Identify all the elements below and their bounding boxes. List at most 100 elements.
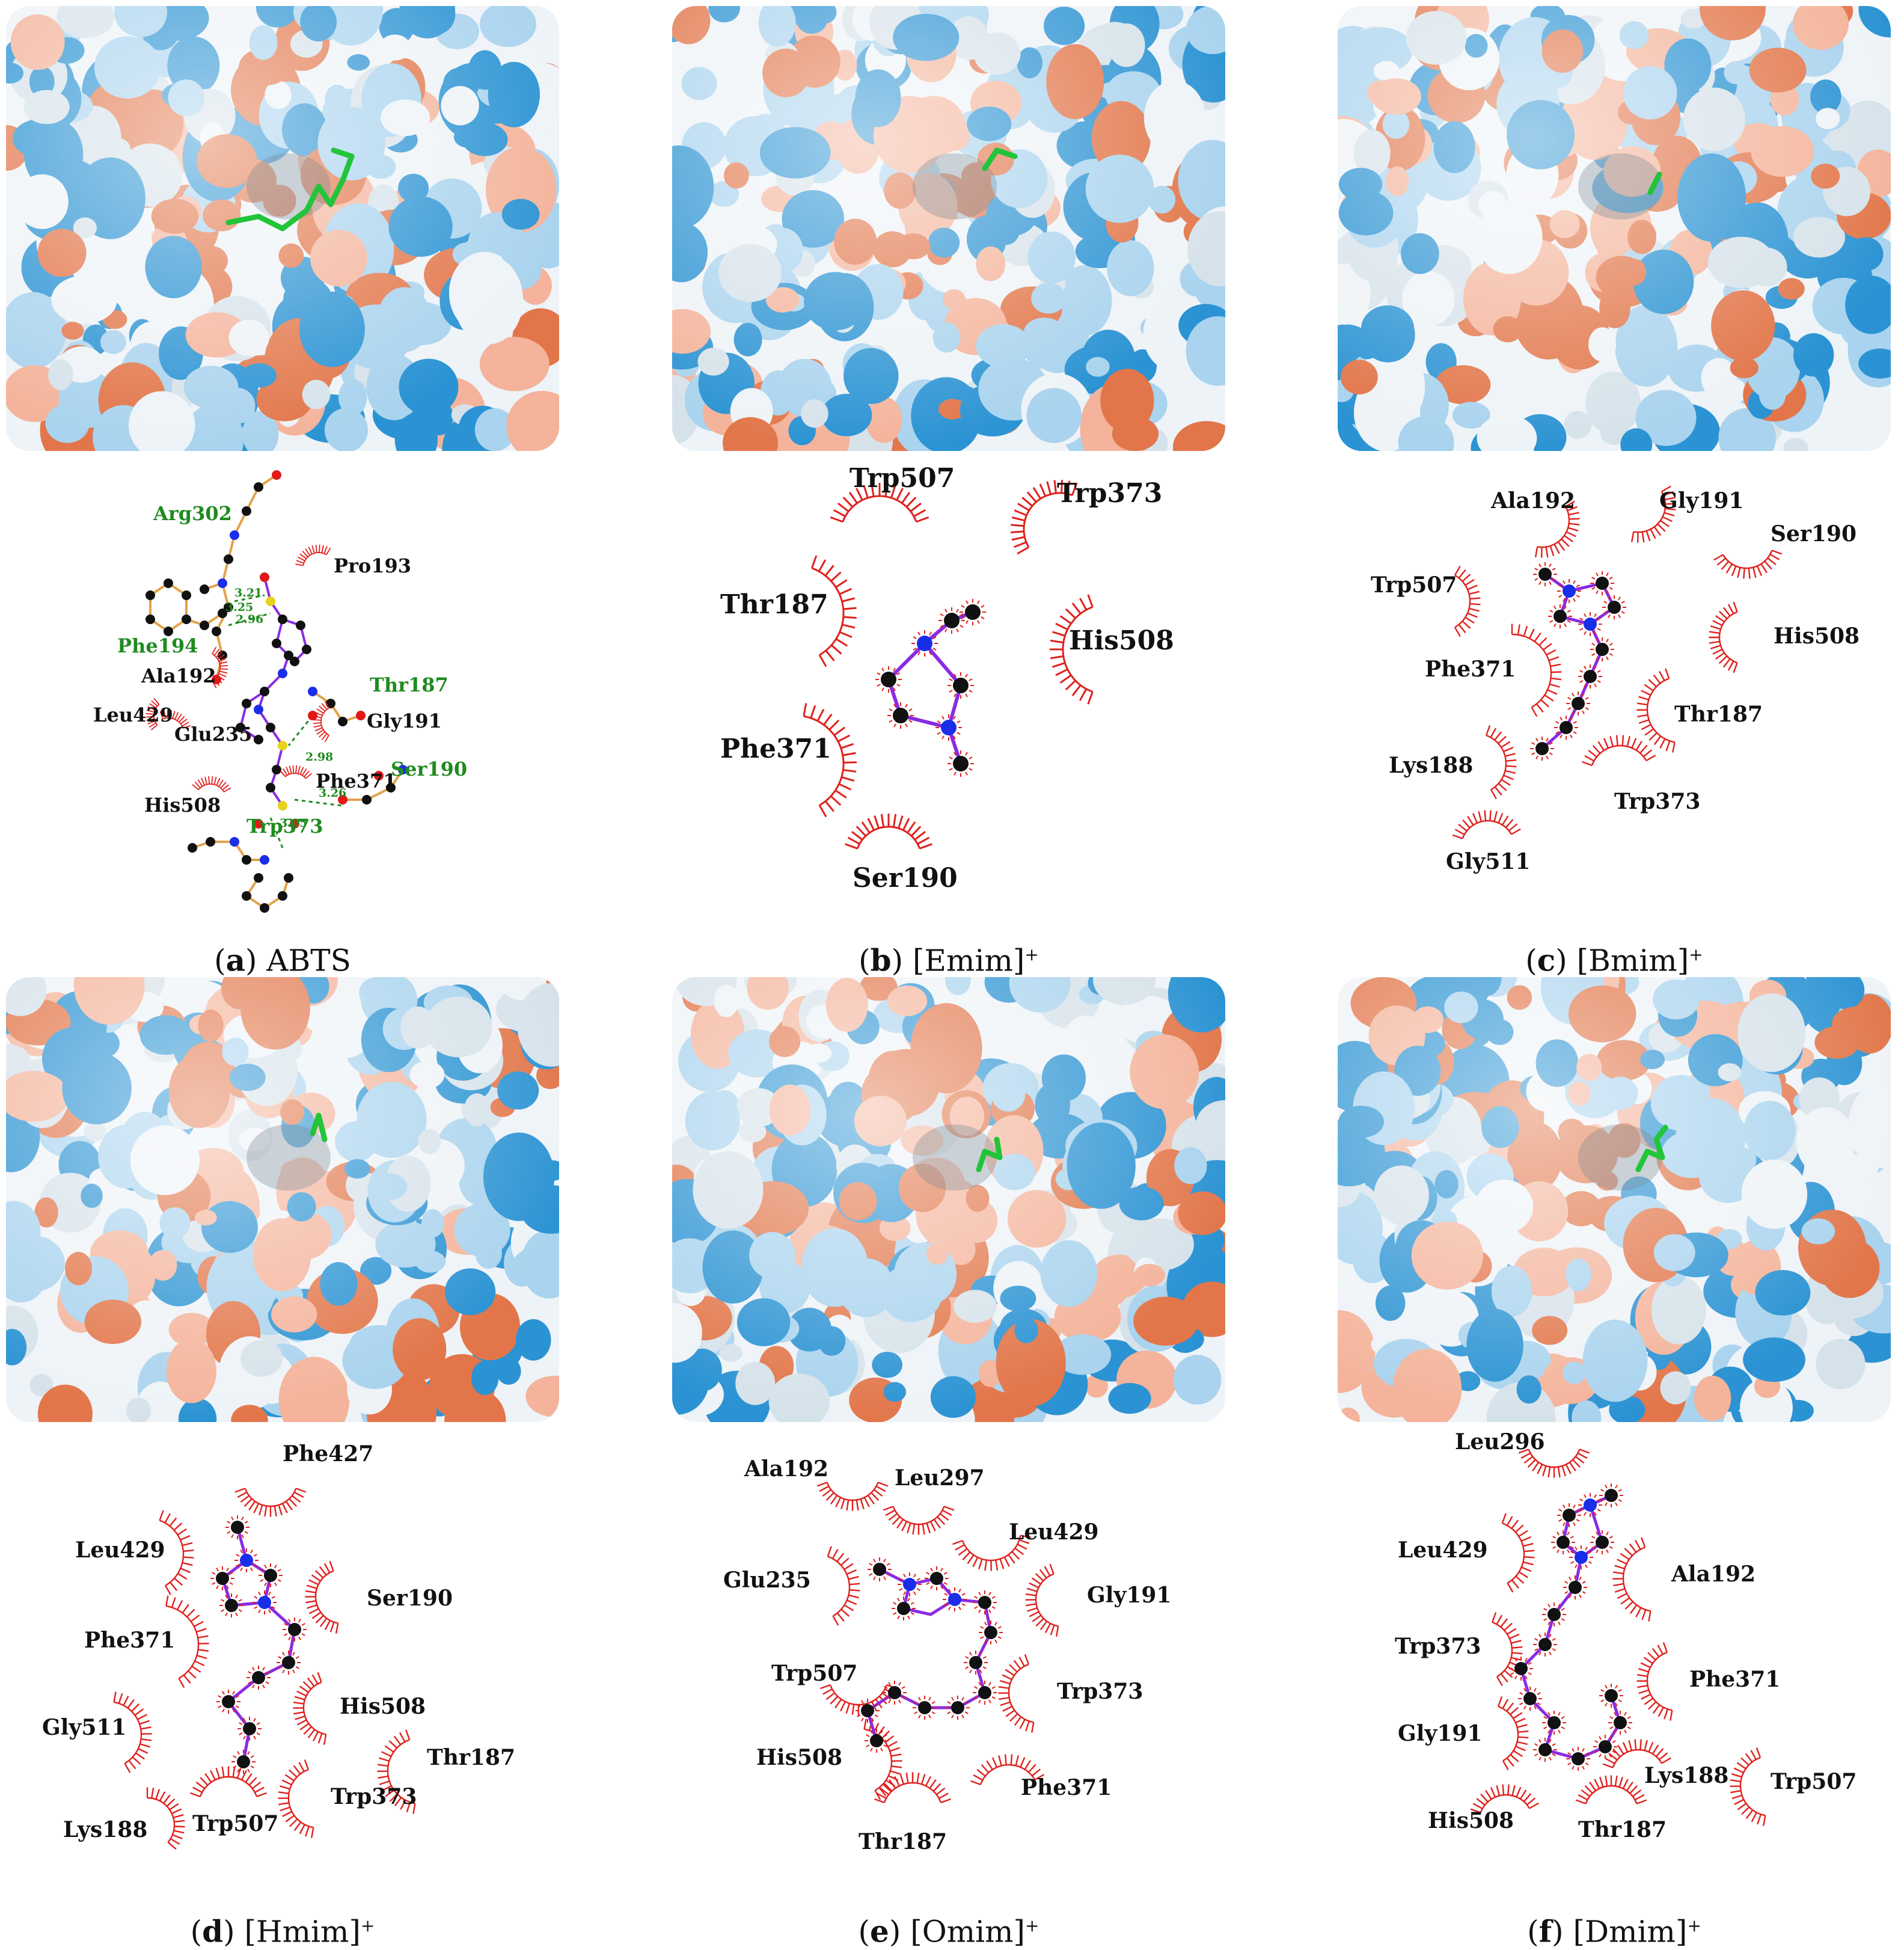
residue-label: Trp507	[1771, 1769, 1857, 1794]
atom	[326, 699, 335, 708]
atom	[888, 1686, 901, 1699]
hydrophobic-contact-arc	[280, 765, 311, 779]
ligand-bonds-c	[1542, 574, 1614, 749]
atom	[206, 837, 215, 847]
atom	[1596, 577, 1609, 590]
atom	[978, 1596, 991, 1609]
atom	[1614, 1716, 1627, 1729]
atom	[1547, 1716, 1561, 1729]
caption-label: [Dmim]	[1573, 1915, 1688, 1949]
atom	[338, 717, 347, 726]
residue-label: His508	[1774, 624, 1860, 649]
atom	[1605, 1489, 1618, 1502]
residue-label: Glu235	[174, 723, 253, 746]
atom	[182, 590, 191, 600]
atom	[242, 855, 251, 865]
hydrophobic-contact-arc	[1582, 735, 1655, 765]
hydrophobic-contact-arc	[1452, 811, 1520, 839]
residue-label: Ala192	[141, 664, 216, 687]
residue-label: Leu429	[1009, 1519, 1099, 1545]
residue-label: Thr187	[1674, 702, 1763, 727]
residue-label: Thr187	[1578, 1817, 1667, 1842]
protein-surface-render	[6, 6, 559, 451]
atom	[861, 1704, 874, 1717]
residue-label: Glu235	[723, 1568, 811, 1593]
atom	[278, 741, 287, 750]
hydrophobic-contact-arc	[1636, 669, 1674, 753]
residue-label: Thr187	[720, 589, 828, 620]
atom	[1514, 1662, 1528, 1675]
surface-image-d	[6, 977, 559, 1422]
residue-label: Trp373	[1057, 1679, 1143, 1704]
distance-label: 3.21	[234, 586, 262, 599]
distance-label: 2.98	[305, 750, 333, 764]
surface-image-a	[6, 6, 559, 451]
hydrophobic-contact-arc	[1636, 1642, 1672, 1720]
hydrophobic-contact-arc	[235, 1488, 306, 1516]
atom	[212, 627, 221, 636]
atom	[1584, 1498, 1597, 1512]
atom	[1599, 1740, 1612, 1753]
caption-d: (d) [Hmim]+	[6, 1908, 559, 1944]
residue-label: Ser190	[853, 863, 958, 894]
atom	[951, 1701, 964, 1714]
hydrophobic-contact-arc	[883, 1506, 954, 1535]
hydrophobic-contact-arc	[998, 1654, 1033, 1732]
atom	[242, 506, 251, 516]
atom	[278, 801, 287, 811]
atom	[242, 699, 251, 708]
residue-label: Lys188	[63, 1817, 147, 1842]
hbond-plot-a: 3.21 3.25 2.96 2.98 3.26 3.05 Arg302 Pro…	[6, 463, 559, 938]
ligand-bonds-f	[1521, 1495, 1620, 1759]
residue-label: Ala192	[744, 1456, 828, 1482]
atom	[254, 482, 263, 492]
caption-label: [Omim]	[910, 1915, 1025, 1949]
residue-labels-d: Phe427 Leu429 Ser190 Phe371 His508 Gly51…	[42, 1441, 515, 1842]
atom	[873, 1563, 886, 1576]
hbond-lines-a	[228, 595, 343, 848]
caption-label: ABTS	[266, 943, 350, 978]
residue-labels-f: Leu296 Leu429 Ala192 Trp373 Phe371 Gly19…	[1395, 1429, 1857, 1842]
caption-letter: f	[1539, 1914, 1552, 1949]
ligplot-d: Phe427 Leu429 Ser190 Phe371 His508 Gly51…	[6, 1434, 559, 1909]
residue-label: Leu429	[93, 704, 173, 726]
interaction-diagram-c: Ala192 Gly191 Ser190 Trp507 His508 Phe37…	[1338, 463, 1891, 938]
hydrophobic-contact-arc	[190, 1766, 266, 1796]
residue-label-hbond: Ser190	[391, 758, 467, 780]
hydrophobic-contact-arc	[1498, 1696, 1528, 1770]
protein-surface-render	[6, 977, 559, 1422]
atom	[1584, 670, 1597, 683]
residue-label: Phe371	[720, 734, 831, 764]
atom	[145, 615, 155, 624]
residue-label: Trp507	[849, 463, 955, 494]
atom	[1569, 1581, 1582, 1594]
atom	[254, 705, 263, 714]
residue-label: Leu429	[75, 1538, 165, 1563]
residue-label: Gly191	[1398, 1721, 1482, 1746]
residue-label: Ser190	[367, 1586, 453, 1611]
residue-label: Leu429	[1398, 1538, 1488, 1563]
atoms-f	[1509, 1483, 1632, 1771]
residue-label: Trp373	[1057, 478, 1162, 509]
hydrophobic-contact-arc	[1576, 1775, 1647, 1803]
atom	[870, 1734, 883, 1747]
protein-surface-render	[672, 977, 1225, 1422]
atom	[278, 669, 287, 678]
atom	[278, 891, 287, 901]
atom	[282, 1656, 295, 1669]
atom	[1596, 643, 1609, 656]
atoms-c	[1530, 562, 1626, 761]
residue-label: Phe371	[316, 770, 396, 793]
residue-label: Gly511	[42, 1715, 126, 1740]
hydrophobic-contact-arc	[1455, 566, 1480, 636]
atom	[264, 1569, 277, 1582]
atoms-e	[856, 1557, 1003, 1753]
arcs-b	[804, 480, 1092, 848]
caption-charge: +	[1025, 1916, 1039, 1936]
distance-label: 3.25	[225, 601, 253, 614]
atom	[969, 1656, 982, 1669]
panel-b: Trp507 Trp373 Thr187 His508 Phe371 Ser19…	[672, 6, 1261, 971]
residue-label-hbond: Arg302	[153, 502, 232, 525]
residue-label: Phe427	[283, 1441, 373, 1467]
hydrophobic-contact-arc	[278, 1759, 313, 1838]
